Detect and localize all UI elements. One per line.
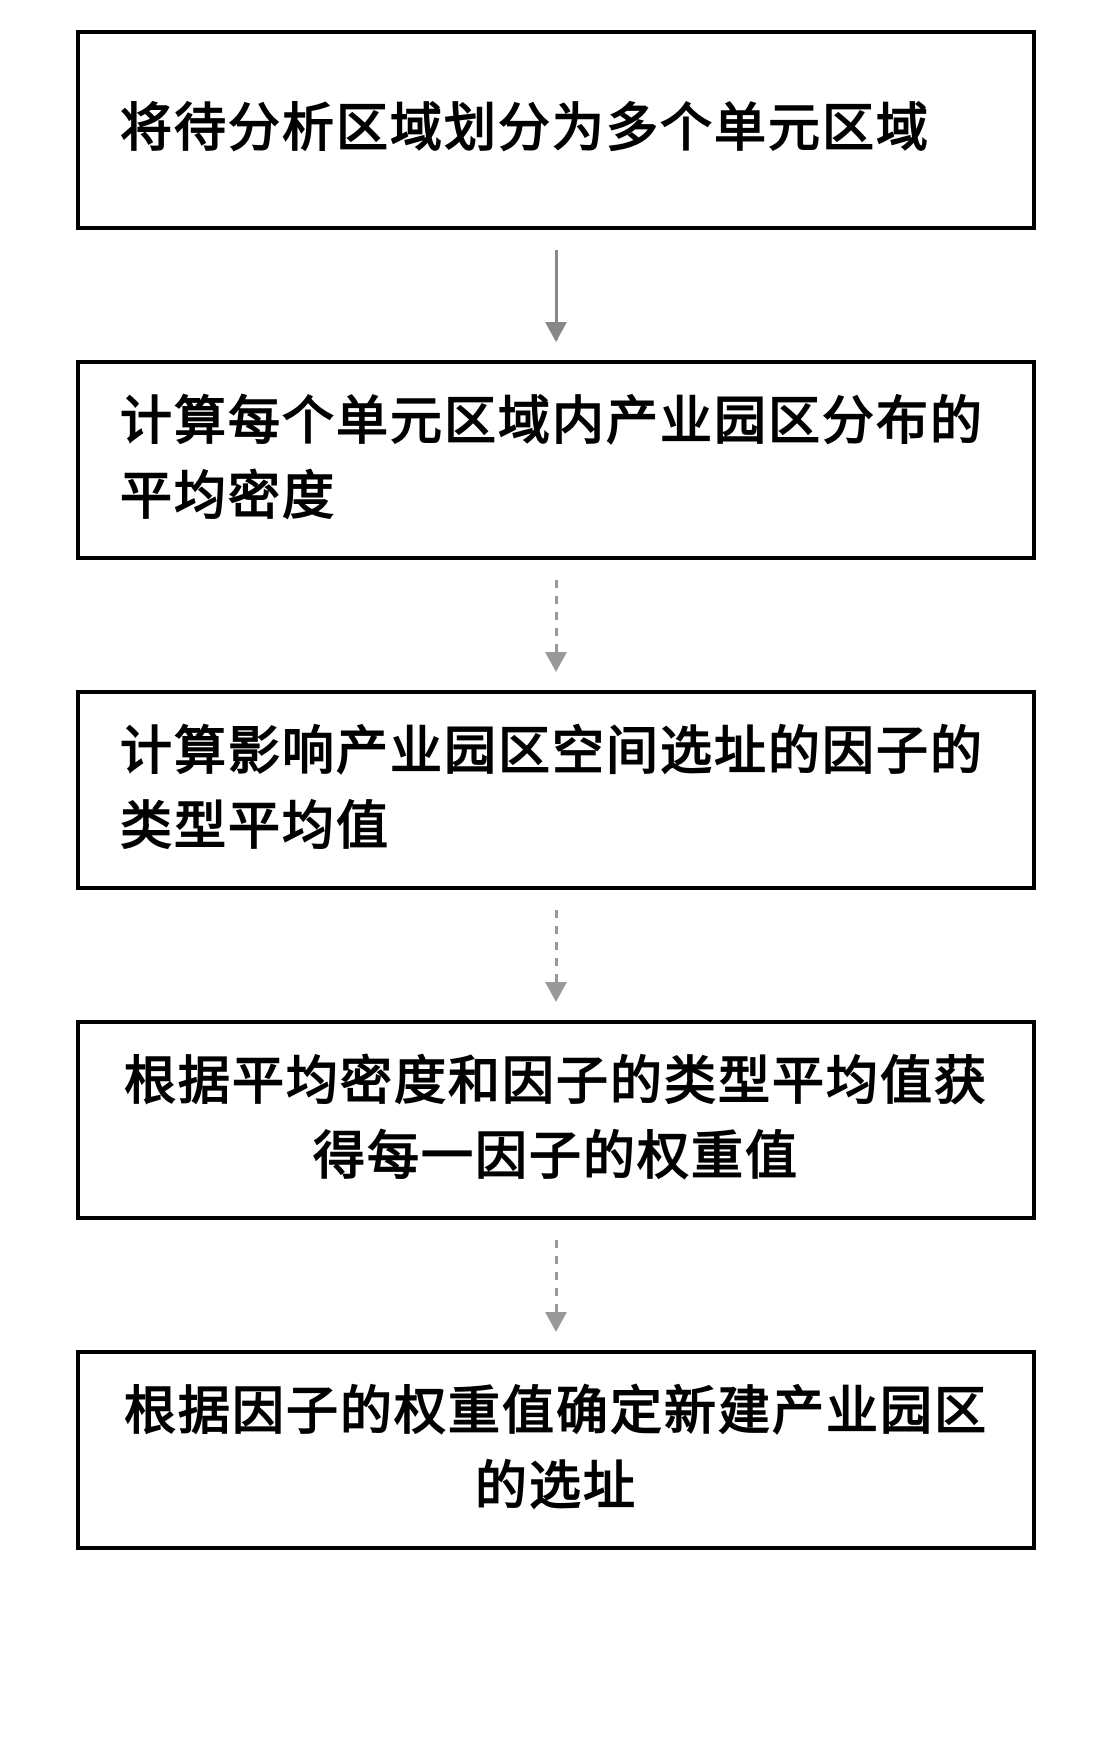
- step-3-text: 计算影响产业园区空间选址的因子的类型平均值: [120, 715, 992, 866]
- arrow-down-dotted-icon: [555, 1240, 558, 1330]
- step-5-text: 根据因子的权重值确定新建产业园区的选址: [120, 1375, 992, 1526]
- flowchart-step-4: 根据平均密度和因子的类型平均值获得每一因子的权重值: [76, 1020, 1036, 1220]
- arrow-4-container: [60, 1220, 1052, 1350]
- flowchart-step-1: 将待分析区域划分为多个单元区域: [76, 30, 1036, 230]
- flowchart-step-2: 计算每个单元区域内产业园区分布的平均密度: [76, 360, 1036, 560]
- flowchart-step-3: 计算影响产业园区空间选址的因子的类型平均值: [76, 690, 1036, 890]
- arrow-3-container: [60, 890, 1052, 1020]
- step-1-text: 将待分析区域划分为多个单元区域: [120, 92, 930, 167]
- arrow-2-container: [60, 560, 1052, 690]
- arrow-down-dotted-icon: [555, 580, 558, 670]
- flowchart-step-5: 根据因子的权重值确定新建产业园区的选址: [76, 1350, 1036, 1550]
- arrow-1-container: [60, 230, 1052, 360]
- flowchart-container: 将待分析区域划分为多个单元区域 计算每个单元区域内产业园区分布的平均密度 计算影…: [60, 30, 1052, 1550]
- step-4-text: 根据平均密度和因子的类型平均值获得每一因子的权重值: [120, 1045, 992, 1196]
- arrow-down-icon: [555, 250, 558, 340]
- step-2-text: 计算每个单元区域内产业园区分布的平均密度: [120, 385, 992, 536]
- arrow-down-dotted-icon: [555, 910, 558, 1000]
